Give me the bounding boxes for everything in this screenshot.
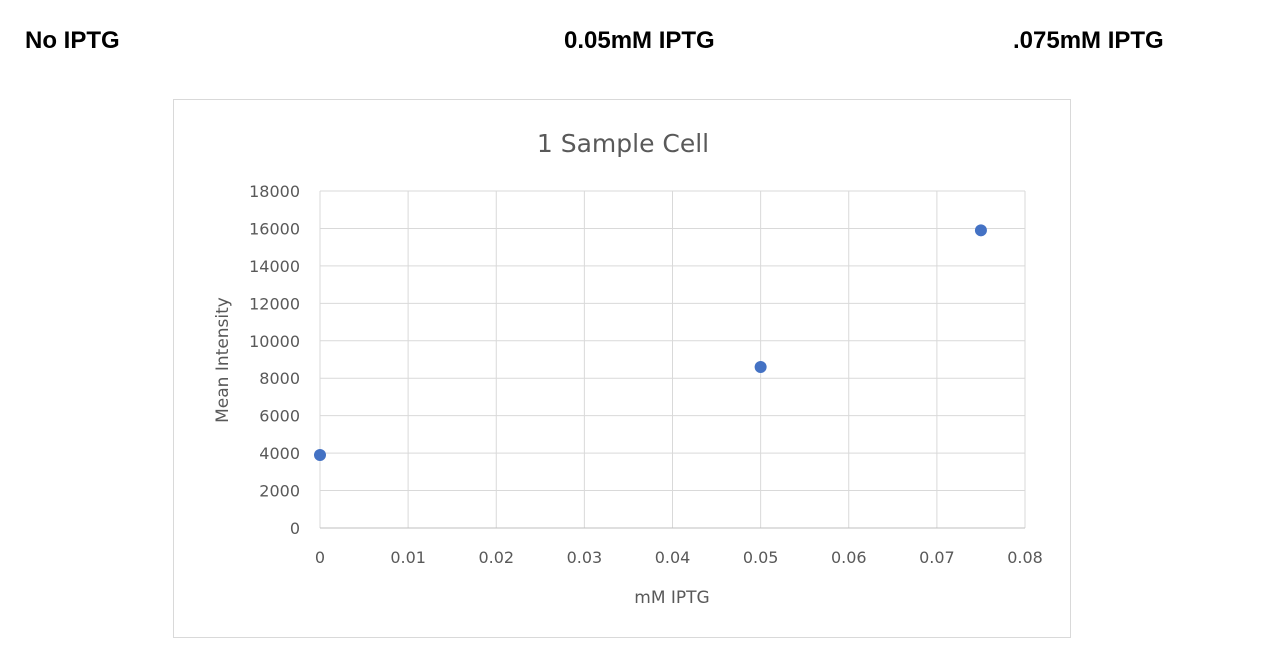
y-tick-label: 18000 [249, 182, 300, 201]
y-tick-label: 12000 [249, 294, 300, 313]
y-tick-label: 0 [290, 519, 300, 538]
label-0-05mm-iptg: 0.05mM IPTG [564, 27, 715, 54]
x-tick-label: 0.05 [743, 548, 779, 567]
x-tick-label: 0.08 [1007, 548, 1043, 567]
x-tick-label: 0.06 [831, 548, 867, 567]
data-point [314, 448, 326, 461]
y-tick-label: 10000 [249, 332, 300, 351]
x-tick-label: 0 [315, 548, 325, 567]
x-tick-label: 0.03 [567, 548, 603, 567]
y-tick-label: 8000 [259, 369, 300, 388]
x-tick-label: 0.01 [390, 548, 426, 567]
data-point [754, 360, 767, 373]
y-tick-label: 4000 [259, 444, 300, 463]
data-point [974, 224, 987, 237]
gridlines [319, 190, 1026, 529]
y-tick-label: 14000 [249, 257, 300, 276]
x-tick-label: 0.02 [478, 548, 514, 567]
scatter-chart: 0 0.01 0.02 0.03 0.04 0.05 0.06 0.07 0.08 0 2000 40… [213, 129, 1043, 608]
tick-labels: 0 0.01 0.02 0.03 0.04 0.05 0.06 0.07 0.08 0 2000 40… [249, 182, 1043, 567]
label-no-iptg: No IPTG [25, 27, 120, 54]
data-points [314, 224, 987, 461]
y-tick-label: 6000 [259, 407, 300, 426]
chart-title: 1 Sample Cell [537, 129, 709, 158]
chart-container: 0 0.01 0.02 0.03 0.04 0.05 0.06 0.07 0.08 0 2000 40… [173, 99, 1071, 638]
y-tick-label: 16000 [249, 219, 300, 238]
y-axis-title: Mean Intensity [213, 297, 233, 423]
x-tick-label: 0.07 [919, 548, 955, 567]
y-tick-label: 2000 [259, 482, 300, 501]
x-tick-label: 0.04 [655, 548, 691, 567]
label-0-075mm-iptg: .075mM IPTG [1013, 27, 1164, 54]
x-axis-title: mM IPTG [634, 588, 709, 608]
